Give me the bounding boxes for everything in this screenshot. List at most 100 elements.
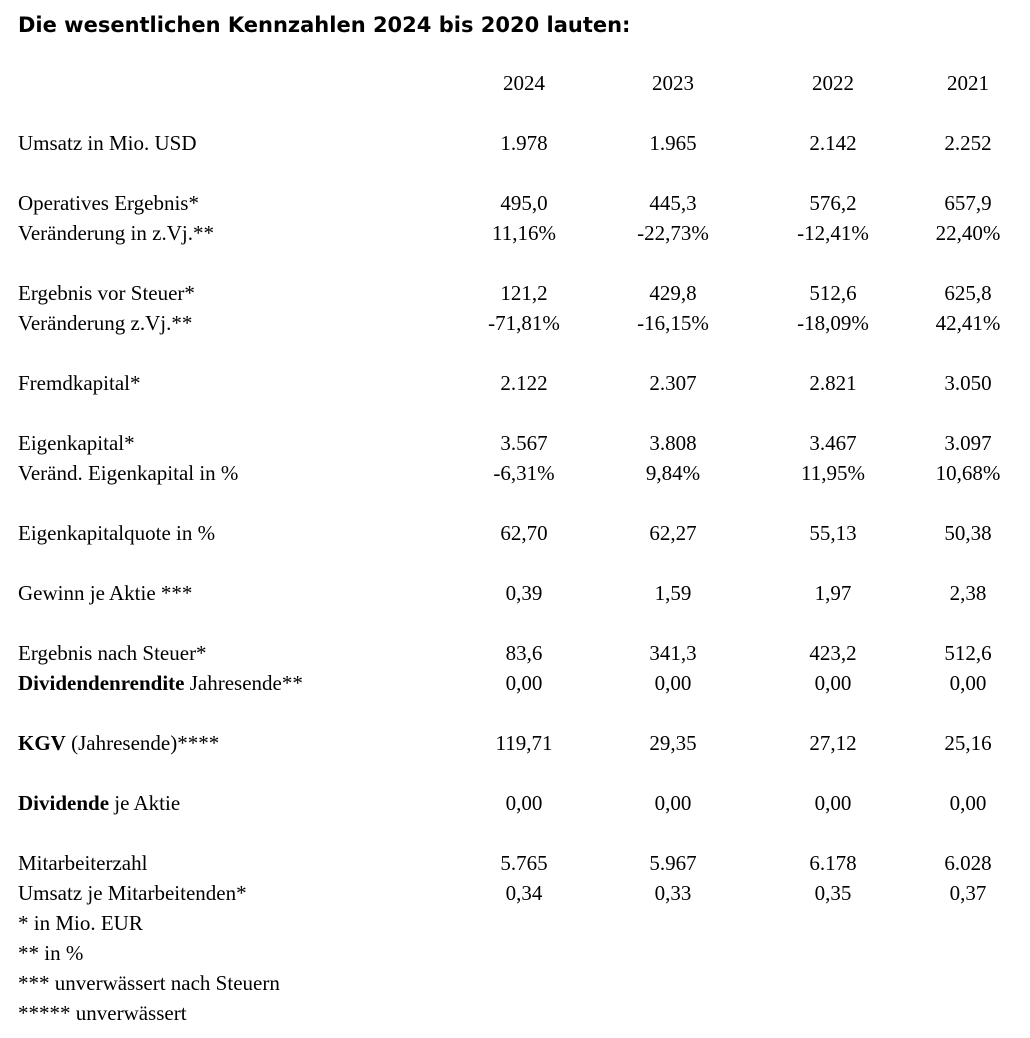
label-part: Ergebnis vor Steuer* <box>18 281 195 305</box>
row-label: Umsatz in Mio. USD <box>18 130 197 156</box>
table-cell: 0,37 <box>949 881 987 905</box>
label-part: (Jahresende)**** <box>65 731 220 755</box>
table-cell: 11,95% <box>801 461 865 485</box>
label-part: KGV <box>18 731 66 755</box>
label-part: Veränd. Eigenkapital in % <box>18 461 239 485</box>
label-part: Umsatz je Mitarbeitenden* <box>18 881 247 905</box>
table-cell: 0,34 <box>505 881 543 905</box>
table-cell: 2.122 <box>500 371 548 395</box>
table-cell: 27,12 <box>809 731 857 755</box>
table-cell: 2.142 <box>809 131 857 155</box>
table-cell: 2.821 <box>809 371 857 395</box>
label-part: Ergebnis nach Steuer* <box>18 641 207 665</box>
table-cell: 3.567 <box>500 431 548 455</box>
label-part: Fremdkapital* <box>18 371 141 395</box>
table-cell: -22,73% <box>637 221 709 245</box>
row-label: Umsatz je Mitarbeitenden* <box>18 880 247 906</box>
column-header: 2022 <box>812 71 854 95</box>
row-label: Veränderung in z.Vj.** <box>18 220 214 246</box>
table-cell: 1,97 <box>814 581 852 605</box>
row-label: Eigenkapital* <box>18 430 135 456</box>
title: Die wesentlichen Kennzahlen 2024 bis 202… <box>18 13 631 37</box>
label-part: Eigenkapital* <box>18 431 135 455</box>
table-cell: 25,16 <box>944 731 992 755</box>
table-cell: 11,16% <box>492 221 556 245</box>
label-part: Veränderung in z.Vj.** <box>18 221 214 245</box>
table-cell: 0,35 <box>814 881 852 905</box>
table-cell: -16,15% <box>637 311 709 335</box>
table-cell: 0,00 <box>949 671 987 695</box>
table-cell: 6.178 <box>809 851 857 875</box>
table-cell: 0,00 <box>814 791 852 815</box>
table-cell: 2.252 <box>944 131 992 155</box>
label-part: Jahresende** <box>184 671 303 695</box>
table-cell: 121,2 <box>500 281 548 305</box>
label-part: Dividendenrendite <box>18 671 185 695</box>
table-cell: 0,00 <box>505 671 543 695</box>
label-part: Operatives Ergebnis* <box>18 191 199 215</box>
row-label: Operatives Ergebnis* <box>18 190 199 216</box>
table-cell: 3.467 <box>809 431 857 455</box>
table-cell: 2.307 <box>649 371 697 395</box>
footnote: * in Mio. EUR <box>18 911 143 935</box>
table-cell: 62,27 <box>649 521 697 545</box>
table-cell: 3.050 <box>944 371 992 395</box>
table-cell: 5.765 <box>500 851 548 875</box>
table-cell: 55,13 <box>809 521 857 545</box>
table-cell: 1.965 <box>649 131 697 155</box>
table-cell: 576,2 <box>809 191 857 215</box>
table-cell: 0,00 <box>814 671 852 695</box>
row-label: Fremdkapital* <box>18 370 140 396</box>
table-cell: 0,00 <box>505 791 543 815</box>
label-part: Veränderung z.Vj.** <box>18 311 193 335</box>
label-part: Gewinn je Aktie *** <box>18 581 193 605</box>
table-cell: 119,71 <box>495 731 553 755</box>
table-cell: -6,31% <box>493 461 555 485</box>
table-cell: 0,00 <box>654 671 692 695</box>
table-cell: 29,35 <box>649 731 697 755</box>
table-cell: 22,40% <box>935 221 1001 245</box>
table-cell: -12,41% <box>797 221 869 245</box>
row-label: Dividende je Aktie <box>18 790 180 816</box>
table-cell: 0,39 <box>505 581 543 605</box>
table-cell: 10,68% <box>935 461 1001 485</box>
table-cell: 2,38 <box>949 581 987 605</box>
table-cell: 3.808 <box>649 431 697 455</box>
table-cell: 429,8 <box>649 281 697 305</box>
table-cell: 495,0 <box>500 191 548 215</box>
table-cell: 6.028 <box>944 851 992 875</box>
table-cell: 625,8 <box>944 281 992 305</box>
table-cell: 5.967 <box>649 851 697 875</box>
footnote: *** unverwässert nach Steuern <box>18 971 280 995</box>
label-part: Umsatz in Mio. USD <box>18 131 197 155</box>
row-label: Veränd. Eigenkapital in % <box>18 460 238 486</box>
table-cell: 3.097 <box>944 431 992 455</box>
column-header: 2024 <box>503 71 545 95</box>
row-label: Dividendenrendite Jahresende** <box>18 670 303 696</box>
table-cell: 62,70 <box>500 521 548 545</box>
row-label: Veränderung z.Vj.** <box>18 310 192 336</box>
table-cell: 0,00 <box>654 791 692 815</box>
table-cell: 341,3 <box>649 641 697 665</box>
row-label: Eigenkapitalquote in % <box>18 520 215 546</box>
table-cell: 445,3 <box>649 191 697 215</box>
footnote: ***** unverwässert <box>18 1001 187 1025</box>
label-part: je Aktie <box>109 791 181 815</box>
table-cell: 83,6 <box>505 641 543 665</box>
table-cell: 50,38 <box>944 521 992 545</box>
row-label: KGV (Jahresende)**** <box>18 730 219 756</box>
column-header: 2021 <box>947 71 989 95</box>
row-label: Ergebnis vor Steuer* <box>18 280 195 306</box>
label-part: Mitarbeiterzahl <box>18 851 148 875</box>
table-cell: 1.978 <box>500 131 548 155</box>
row-label: Gewinn je Aktie *** <box>18 580 192 606</box>
table-cell: 423,2 <box>809 641 857 665</box>
row-label: Mitarbeiterzahl <box>18 850 147 876</box>
table-cell: 0,33 <box>654 881 692 905</box>
table-cell: 657,9 <box>944 191 992 215</box>
table-cell: 42,41% <box>935 311 1001 335</box>
footnote: ** in % <box>18 941 84 965</box>
label-part: Dividende <box>18 791 110 815</box>
table-cell: -71,81% <box>488 311 560 335</box>
